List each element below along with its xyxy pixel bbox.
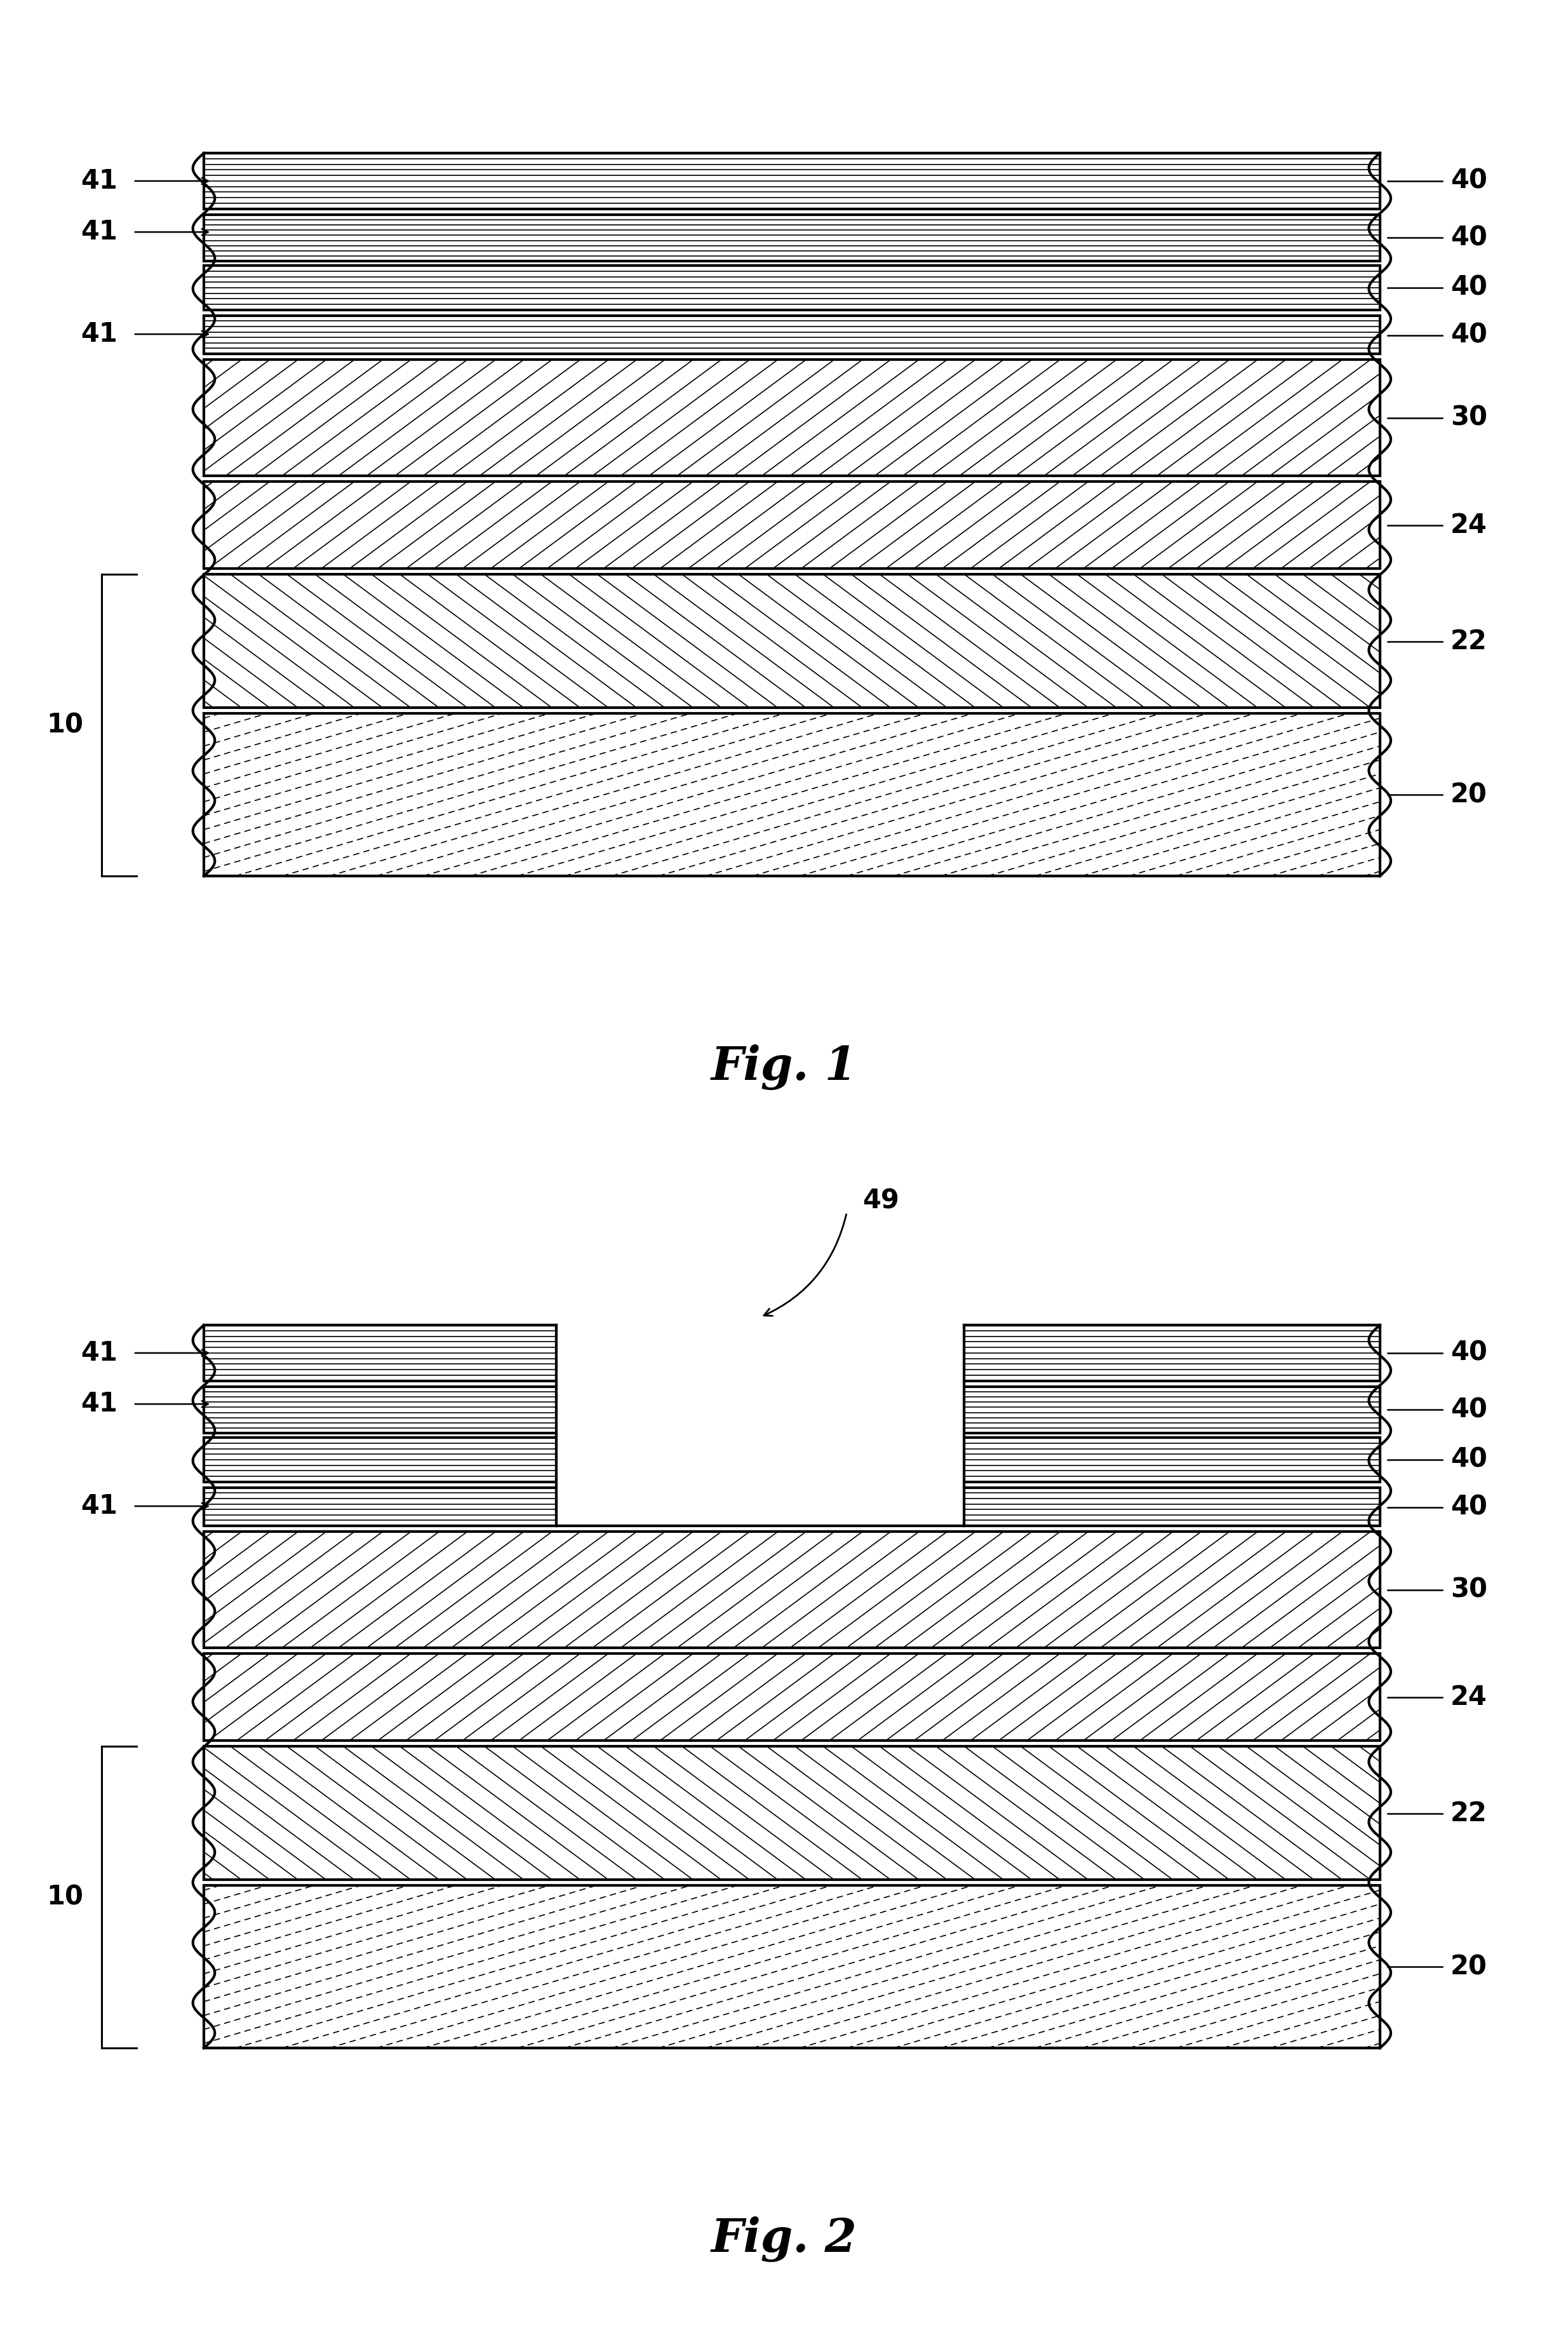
Bar [964, 1488, 1380, 1526]
Bar [204, 1488, 557, 1526]
Text: 49: 49 [862, 1188, 898, 1214]
Bar [557, 1324, 964, 1526]
Bar [964, 1388, 1380, 1432]
Text: 24: 24 [1450, 513, 1486, 539]
Bar [964, 1488, 1380, 1526]
Text: 24: 24 [1450, 1685, 1486, 1711]
Text: 41: 41 [82, 1493, 118, 1519]
Bar [204, 265, 1380, 309]
Bar [204, 1746, 1380, 1880]
Bar [204, 1388, 557, 1432]
Bar [204, 1885, 1380, 2049]
Bar [204, 1324, 557, 1381]
Bar [204, 574, 1380, 708]
Bar [204, 1388, 557, 1432]
Bar [204, 1324, 557, 1381]
Bar [204, 713, 1380, 877]
Bar [204, 713, 1380, 877]
Bar [964, 1388, 1380, 1432]
Bar [204, 481, 1380, 570]
Bar [204, 1488, 557, 1526]
Bar [204, 1531, 1380, 1648]
Bar [964, 1437, 1380, 1481]
Text: 30: 30 [1450, 406, 1486, 431]
Text: 10: 10 [47, 713, 83, 738]
Text: 40: 40 [1450, 225, 1486, 251]
Bar [204, 152, 1380, 209]
Bar [204, 316, 1380, 354]
Bar [204, 359, 1380, 476]
Text: 41: 41 [82, 321, 118, 347]
Text: 40: 40 [1450, 1446, 1486, 1472]
Text: 20: 20 [1450, 1953, 1486, 1981]
Text: 40: 40 [1450, 1341, 1486, 1367]
Bar [204, 1437, 557, 1481]
Bar [204, 1885, 1380, 2049]
Bar [204, 1653, 1380, 1742]
Bar [204, 359, 1380, 476]
Text: 22: 22 [1450, 1800, 1486, 1826]
Text: 41: 41 [82, 218, 118, 246]
Text: 10: 10 [47, 1885, 83, 1910]
Text: 41: 41 [82, 1390, 118, 1418]
Bar [204, 216, 1380, 260]
Bar [204, 265, 1380, 309]
Text: 20: 20 [1450, 781, 1486, 809]
Text: 41: 41 [82, 1341, 118, 1367]
Bar [204, 152, 1380, 209]
Bar [204, 1746, 1380, 1880]
Bar [204, 316, 1380, 354]
Bar [204, 481, 1380, 570]
Bar [204, 1437, 557, 1481]
Bar [204, 574, 1380, 708]
Bar [204, 1531, 1380, 1648]
Text: Fig. 2: Fig. 2 [710, 2217, 858, 2262]
Bar [964, 1324, 1380, 1381]
Text: 40: 40 [1450, 1493, 1486, 1521]
Bar [964, 1324, 1380, 1381]
Text: 30: 30 [1450, 1578, 1486, 1603]
Text: 40: 40 [1450, 321, 1486, 349]
Text: 22: 22 [1450, 628, 1486, 654]
Text: 40: 40 [1450, 1397, 1486, 1423]
Text: 40: 40 [1450, 169, 1486, 195]
Bar [204, 1653, 1380, 1742]
Text: 40: 40 [1450, 274, 1486, 300]
Bar [204, 216, 1380, 260]
Text: Fig. 1: Fig. 1 [710, 1045, 858, 1090]
Bar [964, 1437, 1380, 1481]
Text: 41: 41 [82, 169, 118, 195]
